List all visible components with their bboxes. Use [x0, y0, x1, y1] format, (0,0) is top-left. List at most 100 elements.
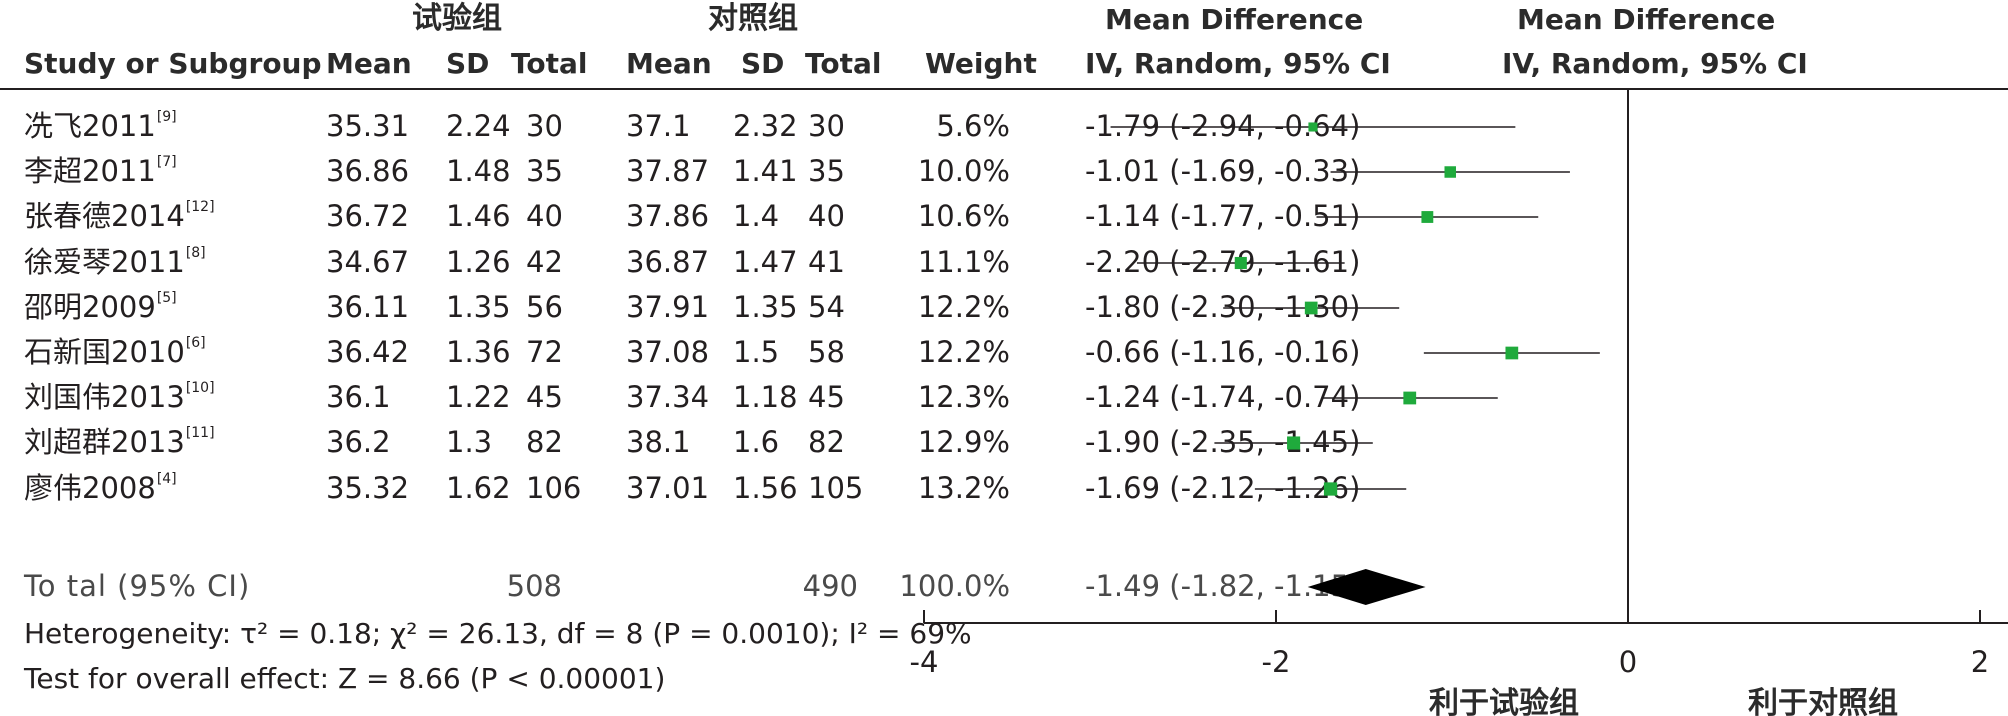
- ctrl-mean-cell: 37.01: [626, 471, 710, 505]
- ctrl-mean-cell: 37.91: [626, 290, 710, 324]
- ctrl-sd-cell: 1.47: [733, 245, 798, 279]
- ctrl-mean-cell: 37.1: [626, 109, 691, 143]
- favours-left-label: 利于试验组: [1429, 686, 1579, 716]
- exp-group-header: 试验组: [412, 1, 502, 36]
- study-effect-marker: [1304, 301, 1318, 315]
- study-name: 廖伟2008[4]: [24, 471, 177, 505]
- exp-total-cell: 45: [526, 380, 563, 414]
- total-weight: 100.0%: [899, 569, 1010, 603]
- heterogeneity-text: Heterogeneity: τ² = 0.18; χ² = 26.13, df…: [24, 617, 972, 650]
- ci-cell: -0.66 (-1.16, -0.16): [1085, 335, 1361, 369]
- exp-sd-cell: 1.62: [446, 471, 511, 505]
- ctrl-total-cell: 54: [808, 290, 845, 324]
- exp-sd-cell: 1.36: [446, 335, 511, 369]
- exp-mean-header: Mean: [326, 47, 412, 80]
- study-effect-marker: [1323, 482, 1338, 496]
- exp-mean-cell: 36.72: [326, 199, 410, 233]
- md-plot-title-header: Mean Difference: [1517, 3, 1776, 36]
- ci-cell: -1.90 (-2.35, -1.45): [1085, 425, 1361, 459]
- study-effect-marker: [1403, 391, 1417, 405]
- ctrl-mean-cell: 37.87: [626, 154, 710, 188]
- weight-cell: 12.2%: [917, 290, 1010, 324]
- study-effect-marker: [1505, 346, 1519, 360]
- weight-cell: 5.6%: [936, 109, 1010, 143]
- ctrl-sd-cell: 1.5: [733, 335, 780, 369]
- ci-cell: -1.69 (-2.12, -1.26): [1085, 471, 1361, 505]
- exp-mean-cell: 34.67: [326, 245, 410, 279]
- exp-total-cell: 56: [526, 290, 563, 324]
- x-axis-tick-label: 0: [1619, 645, 1637, 679]
- ci-cell: -1.14 (-1.77, -0.51): [1085, 199, 1361, 233]
- ctrl-total-cell: 41: [808, 245, 845, 279]
- exp-mean-cell: 36.11: [326, 290, 410, 324]
- study-effect-marker: [1234, 256, 1247, 270]
- ctrl-sd-cell: 1.18: [733, 380, 798, 414]
- ctrl-sd-cell: 1.56: [733, 471, 798, 505]
- total-exp-n: 508: [506, 569, 562, 603]
- study-name: 李超2011[7]: [24, 154, 177, 188]
- ctrl-sd-cell: 1.6: [733, 425, 780, 459]
- exp-sd-cell: 1.26: [446, 245, 511, 279]
- ctrl-mean-cell: 36.87: [626, 245, 710, 279]
- total-ctrl-n: 490: [802, 569, 858, 603]
- x-axis-tick-label: 2: [1971, 645, 1989, 679]
- exp-mean-cell: 35.31: [326, 109, 410, 143]
- exp-total-cell: 30: [526, 109, 563, 143]
- ctrl-sd-cell: 2.32: [733, 109, 798, 143]
- exp-total-cell: 35: [526, 154, 563, 188]
- exp-mean-cell: 36.86: [326, 154, 410, 188]
- ctrl-total-cell: 58: [808, 335, 845, 369]
- ctrl-total-cell: 45: [808, 380, 845, 414]
- md-method-header: IV, Random, 95% CI: [1085, 47, 1391, 80]
- ctrl-sd-cell: 1.4: [733, 199, 780, 233]
- study-name: 石新国2010[6]: [24, 335, 206, 369]
- md-title-header: Mean Difference: [1105, 3, 1364, 36]
- exp-total-cell: 72: [526, 335, 563, 369]
- exp-sd-cell: 1.22: [446, 380, 511, 414]
- exp-total-cell: 40: [526, 199, 563, 233]
- ctrl-mean-cell: 38.1: [626, 425, 691, 459]
- exp-total-cell: 42: [526, 245, 563, 279]
- study-name: 徐爱琴2011[8]: [24, 245, 206, 279]
- weight-cell: 13.2%: [917, 471, 1010, 505]
- weight-cell: 10.6%: [917, 199, 1010, 233]
- study-name: 冼飞2011[9]: [24, 109, 177, 143]
- header-rule: [0, 88, 2008, 90]
- study-effect-marker: [1444, 166, 1456, 178]
- ctrl-total-cell: 35: [808, 154, 845, 188]
- study-effect-marker: [1287, 436, 1301, 450]
- weight-cell: 12.2%: [917, 335, 1010, 369]
- ctrl-group-header: 对照组: [708, 1, 798, 36]
- ctrl-mean-cell: 37.86: [626, 199, 710, 233]
- ctrl-total-cell: 105: [808, 471, 864, 505]
- study-name: 刘超群2013[11]: [24, 425, 215, 459]
- ctrl-total-cell: 30: [808, 109, 845, 143]
- x-axis-tick-label: -4: [910, 645, 939, 679]
- pooled-effect-diamond: [1307, 569, 1426, 605]
- total-label: To tal (95% CI): [24, 569, 251, 603]
- ctrl-sd-cell: 1.35: [733, 290, 798, 324]
- ctrl-sd-header: SD: [741, 47, 785, 80]
- ci-cell: -1.24 (-1.74, -0.74): [1085, 380, 1361, 414]
- exp-sd-cell: 1.35: [446, 290, 511, 324]
- exp-sd-cell: 2.24: [446, 109, 511, 143]
- weight-cell: 11.1%: [917, 245, 1010, 279]
- x-axis-tick-label: -2: [1262, 645, 1291, 679]
- weight-header: Weight: [925, 47, 1037, 80]
- exp-sd-cell: 1.48: [446, 154, 511, 188]
- ci-cell: -2.20 (-2.79, -1.61): [1085, 245, 1361, 279]
- exp-sd-header: SD: [446, 47, 490, 80]
- study-name: 张春德2014[12]: [24, 199, 215, 233]
- exp-mean-cell: 36.42: [326, 335, 410, 369]
- study-name: 邵明2009[5]: [24, 290, 177, 324]
- ctrl-mean-cell: 37.08: [626, 335, 710, 369]
- weight-cell: 12.3%: [917, 380, 1010, 414]
- exp-mean-cell: 36.2: [326, 425, 391, 459]
- ci-cell: -1.01 (-1.69, -0.33): [1085, 154, 1361, 188]
- study-column-header: Study or Subgroup: [24, 47, 322, 80]
- study-effect-marker: [1308, 122, 1318, 132]
- ctrl-sd-cell: 1.41: [733, 154, 798, 188]
- weight-cell: 10.0%: [917, 154, 1010, 188]
- favours-right-label: 利于对照组: [1748, 686, 1898, 716]
